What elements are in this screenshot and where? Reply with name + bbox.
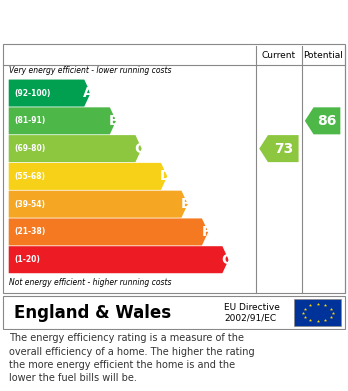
Text: Potential: Potential: [303, 51, 343, 60]
Text: (1-20): (1-20): [14, 255, 40, 264]
Text: 2002/91/EC: 2002/91/EC: [224, 314, 277, 323]
Text: A: A: [83, 86, 94, 100]
Polygon shape: [259, 135, 299, 162]
Text: Energy Efficiency Rating: Energy Efficiency Rating: [9, 13, 229, 28]
Text: C: C: [135, 142, 145, 156]
Text: (21-38): (21-38): [14, 228, 45, 237]
Text: (69-80): (69-80): [14, 144, 45, 153]
Bar: [294, 300, 341, 326]
Text: 73: 73: [274, 142, 293, 156]
Text: EU Directive: EU Directive: [224, 303, 280, 312]
Polygon shape: [305, 108, 340, 135]
Polygon shape: [9, 163, 167, 190]
Polygon shape: [9, 219, 208, 246]
Text: The energy efficiency rating is a measure of the
overall efficiency of a home. T: The energy efficiency rating is a measur…: [9, 334, 254, 383]
Text: E: E: [181, 197, 191, 211]
Text: Not energy efficient - higher running costs: Not energy efficient - higher running co…: [9, 278, 171, 287]
Text: F: F: [201, 225, 211, 239]
Text: 86: 86: [317, 114, 337, 128]
Polygon shape: [9, 246, 229, 273]
Polygon shape: [9, 108, 116, 135]
Polygon shape: [9, 191, 188, 218]
Text: England & Wales: England & Wales: [14, 304, 171, 322]
Text: Very energy efficient - lower running costs: Very energy efficient - lower running co…: [9, 66, 171, 75]
Text: (39-54): (39-54): [14, 200, 45, 209]
Text: D: D: [160, 169, 171, 183]
Text: G: G: [221, 253, 232, 267]
Text: (81-91): (81-91): [14, 117, 45, 126]
Text: B: B: [109, 114, 120, 128]
Text: (92-100): (92-100): [14, 89, 50, 98]
Text: Current: Current: [262, 51, 296, 60]
Polygon shape: [9, 135, 142, 162]
Polygon shape: [9, 79, 90, 107]
Text: (55-68): (55-68): [14, 172, 45, 181]
